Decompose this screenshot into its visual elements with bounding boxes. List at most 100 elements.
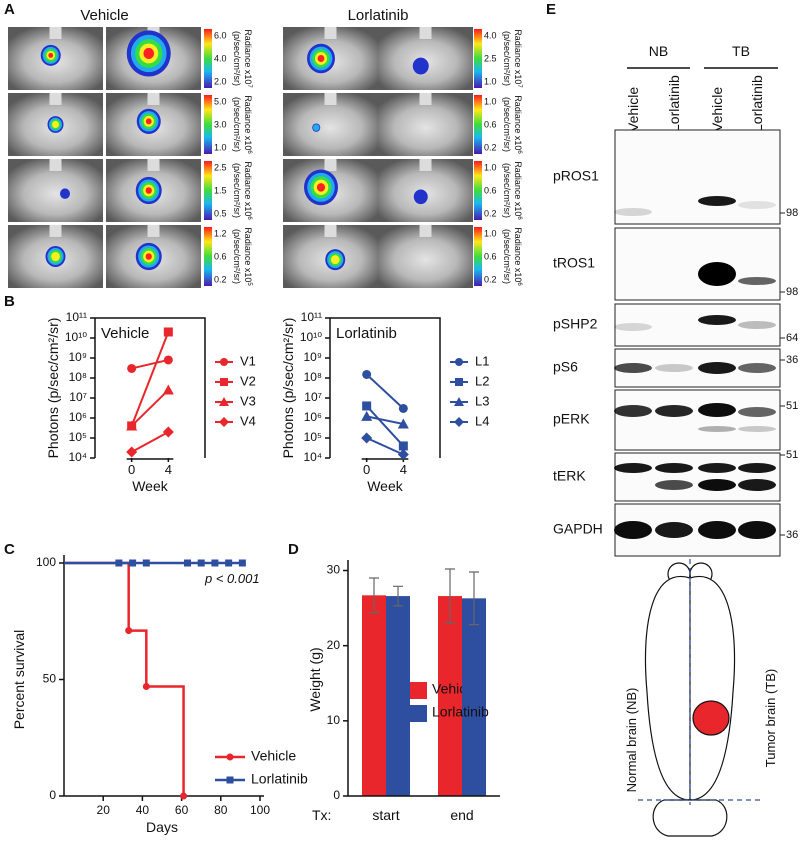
- y-tick-label: 10⁸: [69, 370, 87, 384]
- colorbar-tick: 3.0: [214, 119, 227, 129]
- legend-marker: [219, 397, 229, 406]
- blot: [614, 227, 781, 301]
- y-tick-label: 50: [43, 672, 57, 686]
- legend-marker: [455, 378, 463, 386]
- band: [698, 521, 736, 539]
- y-axis-label: Photons (p/sec/cm²/sr): [45, 318, 61, 459]
- unit-line2: (p/sec/cm²/sr): [232, 31, 242, 86]
- lane-label: Vehicle: [709, 87, 725, 132]
- signal: [51, 251, 60, 262]
- mw-label: 51: [786, 400, 798, 412]
- band: [614, 405, 652, 417]
- marker: [127, 363, 137, 373]
- nose-cone: [324, 159, 337, 171]
- marker: [162, 384, 174, 395]
- y-tick-label: 10¹¹: [66, 310, 87, 324]
- nose-cone: [147, 93, 160, 105]
- panel-label: E: [546, 1, 556, 18]
- y-tick-label: 10: [327, 713, 341, 727]
- error-bar: [393, 585, 403, 607]
- colorbar-tick: 4.0: [214, 53, 227, 63]
- nose-cone: [419, 225, 432, 237]
- nose-cone: [49, 93, 62, 105]
- band: [655, 364, 693, 372]
- colorbar-tick: 0.6: [484, 185, 497, 195]
- unit-exponent: 6: [246, 216, 252, 220]
- chart-title: Vehicle: [101, 325, 149, 342]
- colorbar-label: Radiance x106 (p/sec/cm²/sr): [232, 161, 253, 220]
- colorbar-tick: 1.5: [214, 185, 227, 195]
- colorbar-tick: 0.2: [484, 142, 497, 152]
- marker: [397, 448, 409, 460]
- marker: [362, 369, 372, 379]
- colorbar-tick: 0.2: [484, 208, 497, 218]
- band: [614, 363, 652, 373]
- unit: Radiance x10: [243, 161, 253, 216]
- x-axis-label: Days: [146, 819, 178, 835]
- y-tick-label: 10⁴: [68, 450, 87, 464]
- blot-label: pSHP2: [553, 316, 598, 332]
- colorbar-tick: 0.2: [214, 274, 227, 284]
- band: [738, 277, 776, 285]
- legend-label: L4: [475, 413, 489, 428]
- nose-cone: [324, 93, 337, 105]
- signal: [60, 188, 70, 199]
- y-tick-label: 10⁷: [304, 390, 322, 404]
- chart-title: Lorlatinib: [336, 325, 397, 342]
- legend-marker: [220, 378, 228, 386]
- colorbar: [474, 161, 482, 220]
- signal: [52, 120, 59, 129]
- colorbar-tick: 1.0: [484, 96, 497, 106]
- unit: Radiance x10: [513, 29, 523, 84]
- error-bar: [369, 577, 379, 614]
- band: [698, 426, 736, 432]
- legend-label: Lorlatinib: [251, 771, 308, 787]
- series-line: [366, 415, 404, 426]
- nose-cone: [324, 27, 337, 39]
- nose-cone: [49, 27, 62, 39]
- nose-cone: [49, 159, 62, 171]
- blot-label: tERK: [553, 468, 586, 484]
- legend-label: L3: [475, 393, 489, 408]
- band: [738, 463, 776, 473]
- marker: [361, 410, 373, 421]
- unit-line2: (p/sec/cm²/sr): [232, 97, 242, 152]
- marker: [183, 559, 191, 567]
- colorbar: [204, 95, 212, 154]
- unit-exponent: 7: [246, 84, 252, 88]
- x-tick-label: 20: [97, 803, 111, 817]
- marker: [362, 401, 372, 411]
- x-tick-label: start: [372, 807, 399, 823]
- band: [698, 463, 736, 473]
- marker: [142, 559, 150, 567]
- group-label: NB: [649, 43, 668, 59]
- signal: [316, 183, 326, 192]
- marker: [142, 682, 150, 690]
- legend-label: L2: [475, 373, 489, 388]
- mw-label: 36: [786, 529, 798, 541]
- series-line: [131, 358, 169, 370]
- legend-label: V2: [240, 373, 256, 388]
- y-tick-label: 10⁸: [304, 370, 322, 384]
- bar: [362, 595, 386, 796]
- y-tick-label: 10¹⁰: [300, 330, 322, 344]
- blot: [614, 303, 781, 347]
- band: [698, 196, 736, 206]
- marker: [162, 426, 174, 438]
- bar: [462, 598, 486, 796]
- colorbar-label: Radiance x106 (p/sec/cm²/sr): [502, 161, 523, 220]
- y-tick-label: 10⁷: [69, 390, 87, 404]
- signal: [145, 118, 152, 125]
- survival-curve: [64, 561, 185, 796]
- colorbar-label: Radiance x107 (p/sec/cm²/sr): [502, 29, 523, 88]
- error-bar: [445, 568, 455, 624]
- band: [738, 321, 776, 329]
- unit: Radiance x10: [243, 29, 253, 84]
- colorbar: [474, 95, 482, 154]
- panel-label: D: [288, 541, 299, 558]
- marker: [163, 327, 173, 337]
- colorbar-label: Radiance x106 (p/sec/cm²/sr): [502, 227, 523, 286]
- colorbar-tick: 2.5: [214, 162, 227, 172]
- marker: [126, 420, 138, 431]
- y-tick-label: 10⁵: [304, 430, 322, 444]
